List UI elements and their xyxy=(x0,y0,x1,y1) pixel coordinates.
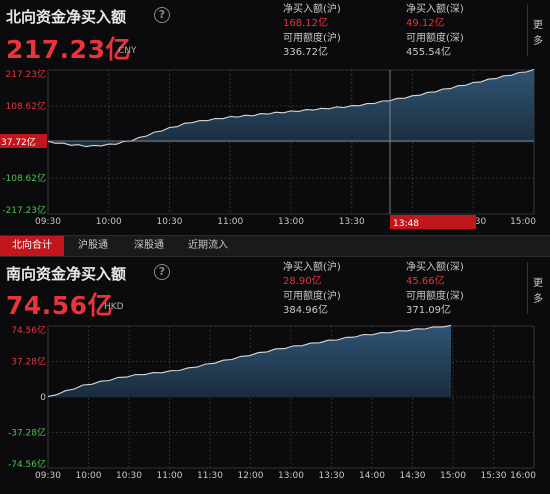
north-sh-net-label: 净买入额(沪) xyxy=(283,4,341,15)
x-tick-label: 10:00 xyxy=(96,217,122,227)
north-sz-quota-label: 可用额度(深) xyxy=(406,33,464,44)
south-sh-net-value: 28.90亿 xyxy=(283,276,322,287)
x-tick-label: 12:00 xyxy=(238,471,264,481)
south-more-button[interactable]: 更多 xyxy=(533,278,543,305)
south-sz-net-value: 45.66亿 xyxy=(406,276,445,287)
y-tick-label: -74.56亿 xyxy=(8,458,46,470)
north-title: 北向资金净买入额 xyxy=(6,8,127,26)
tab-shenzhen-connect[interactable]: 深股通 xyxy=(134,240,164,251)
y-tick-label: 217.23亿 xyxy=(6,68,47,80)
north-unit: CNY xyxy=(118,46,137,56)
x-tick-label: 13:30 xyxy=(339,217,365,227)
cursor-value-badge xyxy=(0,134,47,148)
series-line xyxy=(47,324,452,397)
x-tick-label: 13:00 xyxy=(278,217,304,227)
help-icon[interactable]: ? xyxy=(154,7,170,23)
x-tick-label: 13:30 xyxy=(319,471,345,481)
south-sh-net-label: 净买入额(沪) xyxy=(283,262,341,273)
north-sz-net-value: 49.12亿 xyxy=(406,18,445,29)
north-sh-net-value: 168.12亿 xyxy=(283,18,328,29)
tab-shanghai-connect[interactable]: 沪股通 xyxy=(78,240,108,251)
south-sz-quota-label: 可用额度(深) xyxy=(406,291,464,302)
y-tick-label: -108.62亿 xyxy=(2,172,46,184)
x-tick-label: 14:30 xyxy=(400,471,426,481)
south-sz-quota-value: 371.09亿 xyxy=(406,305,451,316)
x-tick-label: 15:00 xyxy=(440,471,466,481)
south-total-value: 74.56亿 xyxy=(6,291,114,320)
south-title: 南向资金净买入额 xyxy=(6,265,127,283)
help-icon[interactable]: ? xyxy=(154,264,170,280)
south-sh-quota-label: 可用额度(沪) xyxy=(283,291,341,302)
y-tick-label: 37.28亿 xyxy=(11,356,46,368)
y-tick-label: 0 xyxy=(40,393,46,403)
north-sh-quota-value: 336.72亿 xyxy=(283,47,328,58)
x-tick-label: 10:00 xyxy=(76,471,102,481)
x-tick-label: 10:30 xyxy=(116,471,142,481)
tab-north-total[interactable]: 北向合计 xyxy=(0,236,64,256)
y-tick-label: -37.28亿 xyxy=(8,427,46,439)
y-tick-label: -217.23亿 xyxy=(2,204,46,216)
y-tick-label: 108.62亿 xyxy=(6,100,47,112)
y-tick-label: 74.56亿 xyxy=(11,324,46,336)
series-area xyxy=(48,325,451,397)
north-chart[interactable]: 217.23亿108.62亿0-108.62亿-217.23亿09:3010:0… xyxy=(0,59,550,235)
tab-bar: 北向合计 沪股通 深股通 近期流入 xyxy=(0,235,550,257)
tab-recent-inflow[interactable]: 近期流入 xyxy=(188,240,228,251)
north-more-button[interactable]: 更多 xyxy=(533,20,543,47)
south-panel: 南向资金净买入额 ? 74.56亿 HKD 净买入额(沪) 28.90亿 可用额… xyxy=(0,256,550,490)
x-tick-label: 15:30 xyxy=(481,471,507,481)
north-sz-quota-value: 455.54亿 xyxy=(406,47,451,58)
north-total-value: 217.23亿 xyxy=(6,35,131,64)
south-sz-net-label: 净买入额(深) xyxy=(406,262,464,273)
x-tick-label: 09:30 xyxy=(35,217,61,227)
x-tick-label: 09:30 xyxy=(35,471,61,481)
x-tick-label: 10:30 xyxy=(157,217,183,227)
x-tick-label: 11:30 xyxy=(197,471,223,481)
north-sh-quota-label: 可用额度(沪) xyxy=(283,33,341,44)
north-panel: 北向资金净买入额 ? 217.23亿 CNY 净买入额(沪) 168.12亿 可… xyxy=(0,0,550,235)
x-tick-label: 11:00 xyxy=(157,471,183,481)
x-tick-label: 14:00 xyxy=(359,471,385,481)
cursor-time-label: 13:48 xyxy=(393,219,419,229)
north-sz-net-label: 净买入额(深) xyxy=(406,4,464,15)
x-tick-label: 11:00 xyxy=(217,217,243,227)
south-more-separator xyxy=(527,262,528,314)
south-sh-quota-value: 384.96亿 xyxy=(283,305,328,316)
x-tick-label: 13:00 xyxy=(278,471,304,481)
north-more-separator xyxy=(527,4,528,56)
x-tick-label: 15:00 xyxy=(510,217,536,227)
x-tick-label: 16:00 xyxy=(510,471,536,481)
series-area xyxy=(48,69,534,147)
south-unit: HKD xyxy=(104,302,124,312)
cursor-time-badge xyxy=(390,215,476,229)
cursor-value-label: 37.72亿 xyxy=(1,136,36,148)
